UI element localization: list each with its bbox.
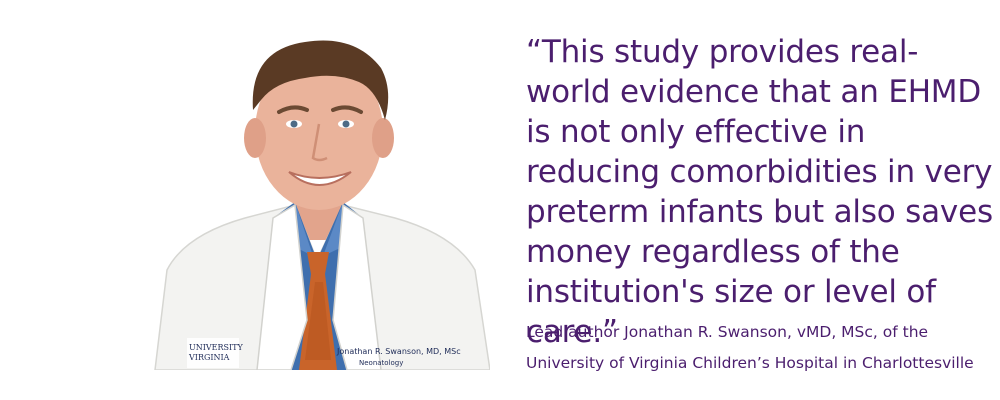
pull-quote: “This study provides real-world evidence… (526, 34, 993, 350)
attribution-line-1: Lead author Jonathan R. Swanson, vMD, MS… (526, 323, 929, 341)
portrait-photo: UNIVERSITY VIRGINIA Jonathan R. Swanson,… (145, 20, 490, 370)
svg-text:VIRGINIA: VIRGINIA (188, 353, 230, 362)
svg-text:Neonatology: Neonatology (359, 359, 403, 367)
attribution-line-2: University of Virginia Children’s Hospit… (526, 354, 974, 372)
quote-attribution: Lead author Jonathan R. Swanson, vMD, MS… (526, 317, 996, 379)
svg-text:UNIVERSITY: UNIVERSITY (189, 343, 244, 352)
svg-text:Jonathan R. Swanson, MD, MSc: Jonathan R. Swanson, MD, MSc (336, 347, 461, 356)
